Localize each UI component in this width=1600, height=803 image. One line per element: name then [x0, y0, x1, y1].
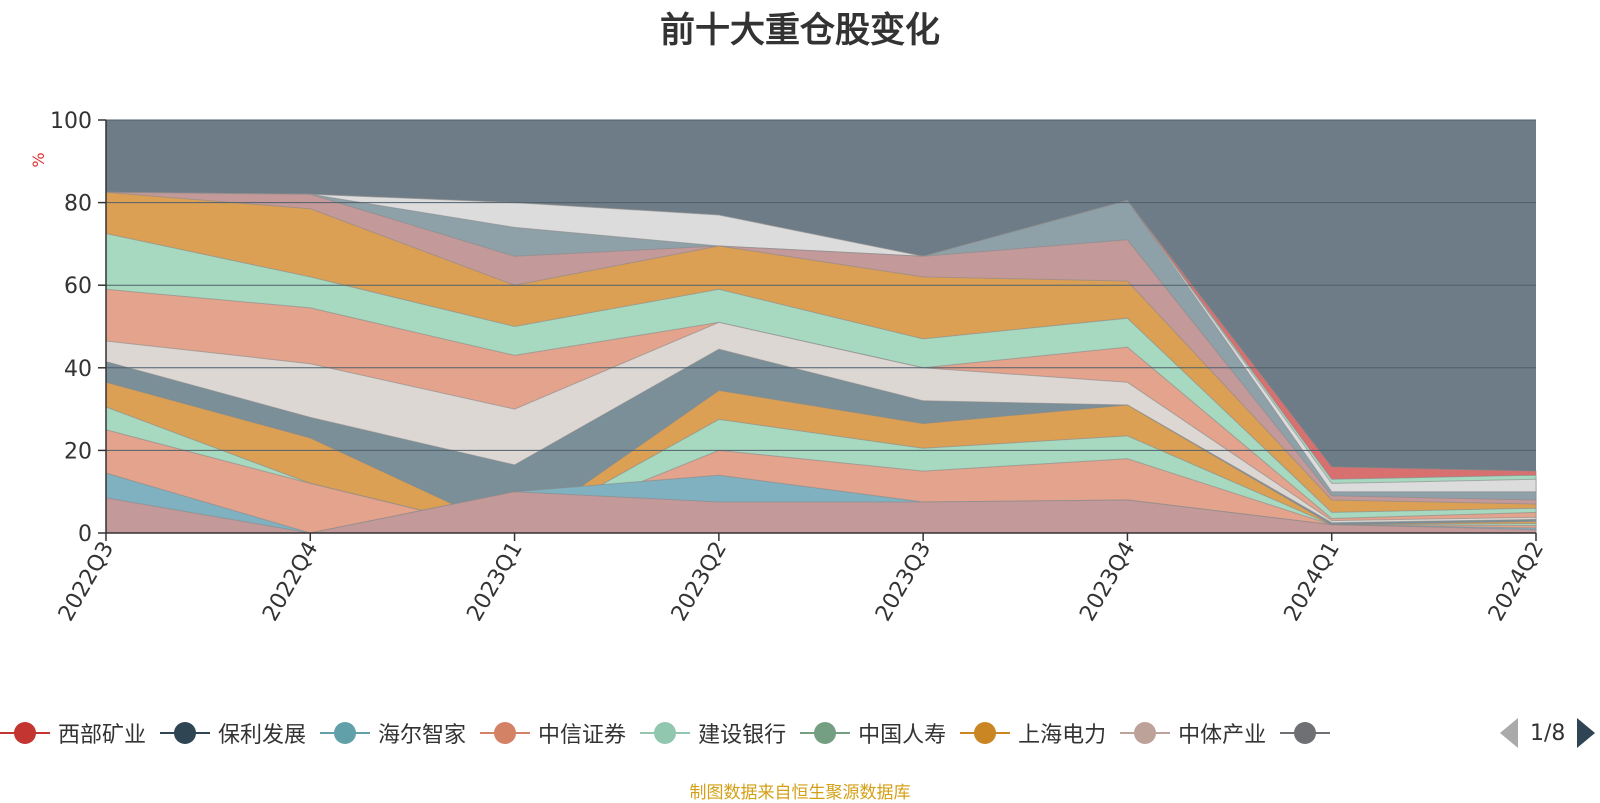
legend-marker-icon — [160, 721, 211, 745]
legend-marker-icon — [960, 721, 1011, 745]
legend-prev-arrow-icon[interactable] — [1500, 718, 1518, 748]
x-tick-label: 2022Q3 — [54, 538, 119, 626]
y-tick-label: 100 — [50, 109, 92, 134]
x-tick-label: 2024Q1 — [1280, 538, 1345, 626]
x-tick-label: 2022Q4 — [258, 538, 323, 626]
x-tick-label: 2023Q4 — [1075, 538, 1140, 626]
legend-item[interactable]: 海尔智家 — [320, 713, 466, 753]
area-series-15 — [105, 491, 1537, 534]
y-tick-label: 20 — [64, 439, 92, 464]
y-tick-label: 40 — [64, 357, 92, 382]
x-tick-label: 2023Q2 — [667, 538, 732, 626]
legend-marker-icon — [320, 721, 371, 745]
y-tick-label: 60 — [64, 274, 92, 299]
legend: 西部矿业 保利发展 海尔智家 中信证券 建设银行 中国人寿 上海电力 中体产业 — [0, 713, 1480, 753]
legend-page-indicator: 1/8 — [1530, 720, 1566, 746]
legend-item[interactable]: 西部矿业 — [0, 713, 146, 753]
x-tick-label: 2024Q2 — [1484, 538, 1549, 626]
chart-title: 前十大重仓股变化 — [659, 11, 940, 51]
legend-item[interactable] — [1280, 713, 1338, 753]
y-axis-label: % — [29, 152, 48, 167]
legend-marker-icon — [640, 721, 691, 745]
legend-label: 建设银行 — [698, 723, 787, 748]
legend-label: 中信证券 — [538, 723, 627, 748]
legend-marker-icon — [0, 721, 50, 745]
legend-item[interactable]: 中信证券 — [480, 713, 626, 753]
legend-marker-icon — [1280, 721, 1331, 745]
legend-label: 上海电力 — [1018, 723, 1107, 748]
x-tick-label: 2023Q3 — [871, 538, 936, 626]
legend-label: 保利发展 — [218, 723, 307, 748]
legend-item[interactable]: 建设银行 — [640, 713, 786, 753]
gridlines — [106, 119, 1536, 451]
legend-label: 西部矿业 — [58, 723, 147, 748]
legend-label: 中体产业 — [1178, 723, 1267, 748]
legend-pager: 1/8 — [1500, 713, 1596, 753]
legend-item[interactable]: 上海电力 — [960, 713, 1106, 753]
y-tick-label: 80 — [64, 192, 92, 217]
legend-item[interactable]: 保利发展 — [160, 713, 306, 753]
y-tick-label: 0 — [78, 522, 92, 547]
legend-marker-icon — [480, 721, 531, 745]
area-series-group — [105, 191, 1537, 534]
legend-marker-icon — [1120, 721, 1171, 745]
legend-item[interactable]: 中国人寿 — [800, 713, 946, 753]
x-tick-label: 2023Q1 — [462, 538, 527, 626]
legend-label: 海尔智家 — [378, 723, 467, 748]
legend-label: 中国人寿 — [858, 723, 947, 748]
legend-track: 西部矿业 保利发展 海尔智家 中信证券 建设银行 中国人寿 上海电力 中体产业 — [0, 713, 1352, 753]
data-source-footer: 制图数据来自恒生聚源数据库 — [689, 783, 911, 803]
legend-marker-icon — [800, 721, 851, 745]
legend-item[interactable]: 中体产业 — [1120, 713, 1266, 753]
legend-next-arrow-icon[interactable] — [1577, 718, 1596, 748]
